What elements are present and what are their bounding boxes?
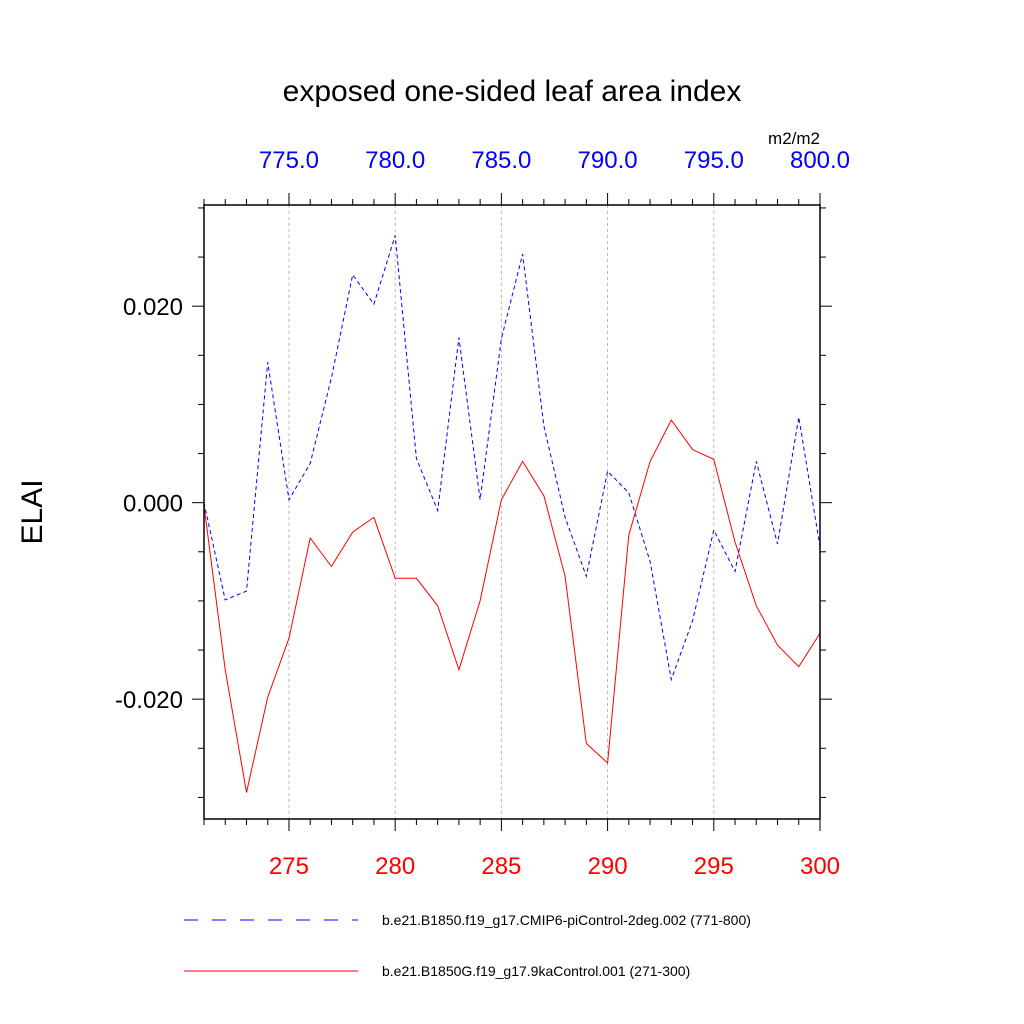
data-point	[436, 605, 438, 607]
legend-entry: b.e21.B1850G.f19_g17.9kaControl.001 (271…	[382, 963, 690, 979]
data-point	[309, 462, 311, 464]
plot-frame	[203, 204, 821, 820]
data-point	[309, 537, 311, 539]
x-tick-label: 285	[481, 853, 521, 880]
data-point	[755, 460, 757, 462]
data-point	[330, 377, 332, 379]
data-point	[670, 678, 672, 680]
data-point	[734, 541, 736, 543]
y-tick-label: 0.020	[123, 294, 183, 321]
data-point	[373, 516, 375, 518]
data-point	[458, 336, 460, 338]
x-tick-label: 290	[588, 853, 628, 880]
legend-entry: b.e21.B1850.f19_g17.CMIP6-piControl-2deg…	[382, 912, 751, 928]
data-point	[267, 696, 269, 698]
data-point	[606, 470, 608, 472]
data-point	[500, 499, 502, 501]
y-tick-label: -0.020	[115, 687, 183, 714]
data-point	[713, 458, 715, 460]
data-point	[245, 791, 247, 793]
series-line-2	[203, 419, 821, 793]
data-point	[543, 425, 545, 427]
x-tick-label: 300	[800, 853, 840, 880]
x2-tick-label: 785.0	[471, 147, 531, 174]
x-tick-label: 280	[375, 853, 415, 880]
data-point	[245, 590, 247, 592]
data-point	[734, 570, 736, 572]
tick-labels: 275 280 285 290 295 300 775.0 780.0 785.0 790.0 79…	[115, 147, 850, 880]
data-point	[798, 666, 800, 668]
y-axis-label: ELAI	[16, 479, 49, 544]
data-point	[394, 577, 396, 579]
data-point	[330, 565, 332, 567]
data-point	[628, 492, 630, 494]
data-point	[606, 762, 608, 764]
data-point	[585, 742, 587, 744]
data-point	[521, 253, 523, 255]
y-tick-label: 0.000	[123, 491, 183, 518]
x2-tick-label: 775.0	[259, 147, 319, 174]
data-point	[713, 529, 715, 531]
data-point	[373, 303, 375, 305]
x2-tick-label: 800.0	[790, 147, 850, 174]
data-point	[394, 234, 396, 236]
x2-tick-label: 790.0	[578, 147, 638, 174]
data-point	[267, 361, 269, 363]
data-point	[585, 575, 587, 577]
data-point	[691, 619, 693, 621]
data-point	[415, 457, 417, 459]
data-point	[521, 460, 523, 462]
data-point	[479, 600, 481, 602]
data-point	[436, 509, 438, 511]
data-point	[543, 495, 545, 497]
data-point	[224, 668, 226, 670]
x-tick-label: 295	[694, 853, 734, 880]
data-point	[415, 577, 417, 579]
data-point	[776, 543, 778, 545]
data-point	[628, 534, 630, 536]
data-point	[351, 531, 353, 533]
data-point	[288, 499, 290, 501]
x-tick-label: 275	[269, 853, 309, 880]
data-point	[670, 419, 672, 421]
data-point	[798, 416, 800, 418]
gridlines	[288, 205, 715, 819]
x2-tick-label: 795.0	[684, 147, 744, 174]
data-point	[691, 448, 693, 450]
axis-ticks	[192, 193, 832, 831]
data-point	[776, 644, 778, 646]
series-line-1	[203, 235, 821, 682]
data-point	[288, 637, 290, 639]
data-point	[479, 499, 481, 501]
data-point	[564, 516, 566, 518]
data-point	[500, 337, 502, 339]
x2-tick-label: 780.0	[365, 147, 425, 174]
legend: b.e21.B1850.f19_g17.CMIP6-piControl-2deg…	[184, 912, 751, 979]
units-label: m2/m2	[768, 129, 820, 148]
data-point	[649, 460, 651, 462]
data-point	[351, 274, 353, 276]
series-lines	[203, 234, 821, 793]
data-point	[755, 605, 757, 607]
data-point	[564, 575, 566, 577]
data-point	[458, 668, 460, 670]
data-point	[224, 599, 226, 601]
chart-title: exposed one-sided leaf area index	[283, 75, 742, 108]
data-point	[649, 560, 651, 562]
